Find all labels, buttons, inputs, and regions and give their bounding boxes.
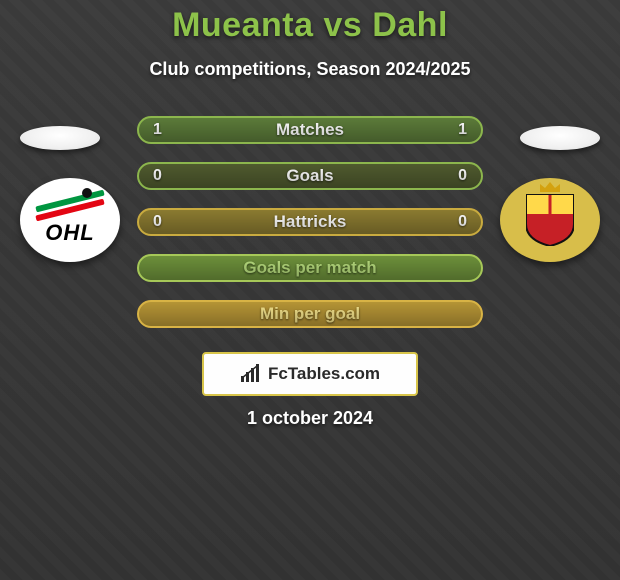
stat-value-left: 0 xyxy=(153,167,171,185)
player-left-avatar-placeholder xyxy=(20,126,100,150)
stat-value-right: 0 xyxy=(449,167,467,185)
stat-value-left: 1 xyxy=(153,121,171,139)
stat-label: Goals xyxy=(286,166,333,186)
shield-icon xyxy=(526,194,574,246)
stat-label: Goals per match xyxy=(243,258,376,278)
stat-value-right: 0 xyxy=(449,213,467,231)
stat-label: Min per goal xyxy=(260,304,360,324)
stat-row: Min per goal xyxy=(137,300,483,328)
infographic-root: Mueanta vs Dahl Club competitions, Seaso… xyxy=(0,0,620,580)
stat-row: Goals per match xyxy=(137,254,483,282)
stat-value-left: 0 xyxy=(153,213,171,231)
stat-label: Matches xyxy=(276,120,344,140)
player-right-avatar-placeholder xyxy=(520,126,600,150)
page-title: Mueanta vs Dahl xyxy=(0,6,620,45)
stat-row: 0 Hattricks 0 xyxy=(137,208,483,236)
club-badge-left: OHL xyxy=(20,178,120,262)
infographic-date: 1 october 2024 xyxy=(247,408,373,429)
stat-label: Hattricks xyxy=(274,212,347,232)
stat-row: 0 Goals 0 xyxy=(137,162,483,190)
stat-rows: 1 Matches 1 0 Goals 0 0 Hattricks 0 Goals per mat… xyxy=(137,116,483,328)
subtitle: Club competitions, Season 2024/2025 xyxy=(0,59,620,80)
watermark-box: FcTables.com xyxy=(202,352,418,396)
ohl-text: OHL xyxy=(20,220,120,246)
watermark-text: FcTables.com xyxy=(268,364,380,384)
crown-icon xyxy=(538,180,562,194)
bar-chart-icon xyxy=(240,364,262,384)
ohl-ball-icon xyxy=(82,188,92,198)
stat-value-right: 1 xyxy=(449,121,467,139)
club-badge-right xyxy=(500,178,600,262)
stat-row: 1 Matches 1 xyxy=(137,116,483,144)
